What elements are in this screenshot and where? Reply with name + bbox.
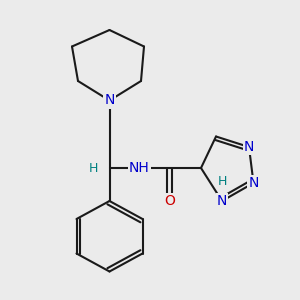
Text: O: O	[164, 194, 175, 208]
Text: H: H	[217, 175, 227, 188]
Text: N: N	[248, 176, 259, 190]
Text: NH: NH	[129, 161, 150, 175]
Text: N: N	[244, 140, 254, 154]
Text: H: H	[88, 161, 98, 175]
Text: N: N	[104, 94, 115, 107]
Text: N: N	[217, 194, 227, 208]
